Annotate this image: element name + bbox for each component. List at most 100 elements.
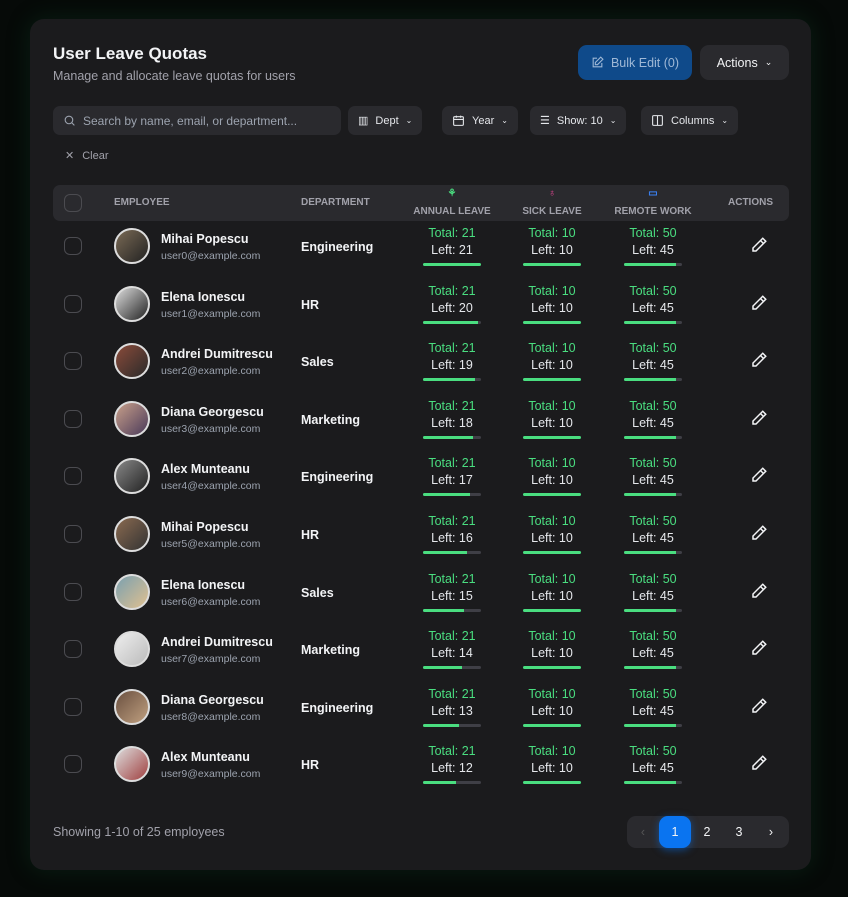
page-3-button[interactable]: 3 <box>735 825 743 839</box>
edit-button[interactable] <box>750 582 768 605</box>
annual-quota: Total: 21 Left: 20 <box>412 284 492 324</box>
page-1-button[interactable]: 1 <box>659 816 691 848</box>
sick-quota: Total: 10 Left: 10 <box>512 572 592 612</box>
avatar <box>114 400 150 437</box>
remote-total: Total: 50 <box>629 686 677 701</box>
list-icon: ☰ <box>540 115 550 127</box>
row-checkbox[interactable] <box>64 755 82 774</box>
annual-quota: Total: 21 Left: 16 <box>412 514 492 554</box>
edit-button[interactable] <box>750 639 768 662</box>
annual-total: Total: 21 <box>428 341 476 356</box>
edit-button[interactable] <box>750 697 768 720</box>
edit-button[interactable] <box>750 351 768 374</box>
select-all-checkbox[interactable] <box>64 194 82 212</box>
remote-left: Left: 45 <box>632 588 674 603</box>
sick-total: Total: 10 <box>528 744 576 759</box>
annual-progress-fill <box>423 666 462 670</box>
sick-progress-bar <box>523 551 581 554</box>
remote-quota: Total: 50 Left: 45 <box>613 341 693 382</box>
row-checkbox[interactable] <box>64 467 82 486</box>
annual-total: Total: 21 <box>428 686 476 701</box>
employee-department: Marketing <box>301 643 361 658</box>
edit-button[interactable] <box>750 524 768 547</box>
row-checkbox[interactable] <box>64 582 82 601</box>
remote-progress-fill <box>624 608 677 612</box>
row-checkbox[interactable] <box>64 352 82 371</box>
page-2-button[interactable]: 2 <box>703 825 711 839</box>
table-row: Andrei Dumitrescu user2@example.com Sale… <box>53 335 789 392</box>
employee-department: Marketing <box>301 412 361 427</box>
annual-progress-bar <box>423 378 481 382</box>
annual-progress-fill <box>423 378 476 382</box>
remote-quota: Total: 50 Left: 45 <box>613 744 693 785</box>
dept-filter-label: Dept <box>375 114 399 127</box>
sick-quota: Total: 10 Left: 10 <box>512 399 592 439</box>
edit-button[interactable] <box>750 409 768 432</box>
remote-quota: Total: 50 Left: 45 <box>613 514 693 554</box>
remote-quota: Total: 50 Left: 45 <box>613 629 693 670</box>
annual-quota: Total: 21 Left: 15 <box>412 572 492 612</box>
annual-left: Left: 17 <box>431 473 473 488</box>
annual-progress-bar <box>423 551 481 554</box>
pencil-icon <box>752 237 767 252</box>
avatar <box>114 228 150 264</box>
next-page-button[interactable]: › <box>768 825 774 839</box>
remote-total: Total: 50 <box>629 629 677 644</box>
year-filter[interactable]: Year ⌄ <box>442 106 518 135</box>
show-count-select[interactable]: ☰ Show: 10 ⌄ <box>530 106 627 135</box>
row-checkbox[interactable] <box>64 525 82 543</box>
remote-progress-bar <box>624 666 682 670</box>
columns-label: Columns <box>671 114 715 127</box>
remote-total: Total: 50 <box>629 744 677 759</box>
sick-progress-fill <box>523 435 581 439</box>
annual-total: Total: 21 <box>428 283 476 298</box>
actions-label: Actions <box>716 55 758 70</box>
annual-total: Total: 21 <box>428 629 476 644</box>
sick-quota: Total: 10 Left: 10 <box>512 284 592 324</box>
sick-left: Left: 10 <box>531 703 573 718</box>
annual-quota: Total: 21 Left: 13 <box>412 687 492 727</box>
pencil-icon <box>752 294 767 310</box>
annual-left: Left: 12 <box>431 761 473 776</box>
remote-progress-fill <box>624 666 677 670</box>
sick-total: Total: 10 <box>528 686 576 701</box>
avatar <box>114 573 150 610</box>
building-icon: ▥ <box>358 115 369 127</box>
leave-quotas-card: User Leave Quotas Manage and allocate le… <box>30 19 811 870</box>
chevron-down-icon: ⌄ <box>405 116 413 125</box>
chevron-down-icon: ⌄ <box>609 116 617 125</box>
employee-name: Elena Ionescu <box>161 289 246 304</box>
edit-button[interactable] <box>750 754 768 777</box>
columns-select[interactable]: Columns ⌄ <box>641 106 739 135</box>
dept-filter[interactable]: ▥ Dept ⌄ <box>348 106 423 135</box>
bulk-edit-button[interactable]: Bulk Edit (0) <box>578 45 692 80</box>
annual-progress-fill <box>423 263 481 266</box>
search-input[interactable]: Search by name, email, or department... <box>53 106 341 135</box>
pencil-icon <box>752 525 767 540</box>
row-checkbox[interactable] <box>64 409 82 428</box>
actions-button[interactable]: Actions ⌄ <box>700 45 789 80</box>
annual-progress-bar <box>423 263 481 266</box>
remote-left: Left: 45 <box>632 358 674 373</box>
remote-total: Total: 50 <box>629 283 677 298</box>
search-placeholder: Search by name, email, or department... <box>83 113 298 128</box>
clear-filters-button[interactable]: ✕ Clear <box>65 149 109 163</box>
annual-progress-bar <box>423 608 481 612</box>
annual-progress-bar <box>423 320 481 324</box>
row-checkbox[interactable] <box>64 294 82 313</box>
employee-department: Engineering <box>301 470 374 485</box>
row-checkbox[interactable] <box>64 697 82 716</box>
prev-page-button[interactable]: ‹ <box>640 825 646 839</box>
remote-total: Total: 50 <box>629 571 677 586</box>
remote-quota: Total: 50 Left: 45 <box>613 456 693 497</box>
annual-left: Left: 18 <box>431 415 473 430</box>
remote-quota: Total: 50 Left: 45 <box>613 284 693 324</box>
row-checkbox[interactable] <box>64 237 82 255</box>
edit-button[interactable] <box>750 294 768 317</box>
row-checkbox[interactable] <box>64 640 82 659</box>
sick-progress-fill <box>523 781 581 785</box>
sick-total: Total: 10 <box>528 571 576 586</box>
edit-button[interactable] <box>750 236 768 259</box>
edit-button[interactable] <box>750 466 768 489</box>
annual-total: Total: 21 <box>428 571 476 586</box>
